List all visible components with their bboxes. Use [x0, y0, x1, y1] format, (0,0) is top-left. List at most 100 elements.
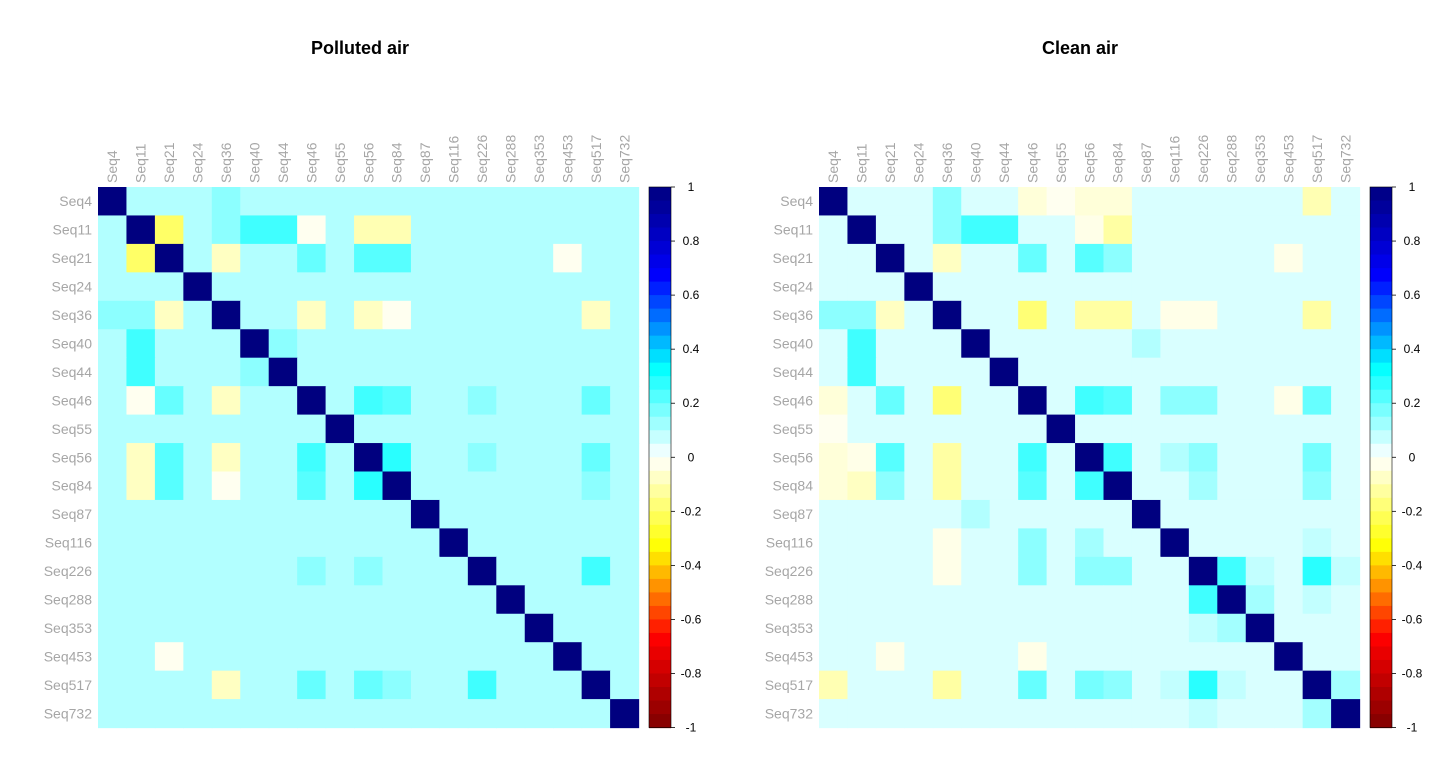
- heatmap-cell: [1103, 613, 1133, 643]
- heatmap-cell: [467, 300, 497, 330]
- heatmap-cell: [1103, 243, 1133, 273]
- heatmap-cell: [211, 670, 241, 700]
- heatmap-cell: [154, 300, 184, 330]
- heatmap-cell: [1046, 642, 1076, 672]
- heatmap-cell: [1131, 329, 1161, 359]
- heatmap-cell: [297, 357, 327, 387]
- colorbar-tick-label: -0.4: [1402, 558, 1423, 572]
- heatmap-cell: [1217, 386, 1247, 416]
- row-label: Seq4: [780, 193, 813, 209]
- heatmap-cell: [268, 329, 298, 359]
- heatmap-cell: [382, 357, 412, 387]
- column-label: Seq56: [360, 142, 376, 183]
- heatmap-cell: [439, 357, 469, 387]
- heatmap-cell: [581, 556, 611, 586]
- colorbar-segment: [649, 200, 671, 215]
- heatmap-cell: [467, 670, 497, 700]
- heatmap-cell: [154, 215, 184, 245]
- heatmap-cell: [1245, 386, 1275, 416]
- column-label: Seq21: [161, 142, 177, 183]
- heatmap-cell: [98, 499, 128, 529]
- heatmap-cell: [1160, 670, 1190, 700]
- heatmap-cell: [240, 414, 270, 444]
- heatmap-cell: [467, 642, 497, 672]
- heatmap-cell: [1160, 585, 1190, 615]
- heatmap-cell: [98, 670, 128, 700]
- heatmap-cell: [325, 471, 355, 501]
- row-label: Seq517: [765, 677, 813, 693]
- heatmap-cell: [1046, 329, 1076, 359]
- heatmap-cell: [553, 443, 583, 473]
- heatmap-cell: [1075, 187, 1105, 217]
- heatmap-cell: [297, 699, 327, 729]
- heatmap-cell: [610, 243, 640, 273]
- heatmap-cell: [610, 670, 640, 700]
- heatmap-cell: [98, 699, 128, 729]
- row-label: Seq21: [773, 250, 814, 266]
- colorbar-segment: [649, 470, 671, 485]
- heatmap-cell: [496, 642, 526, 672]
- heatmap-cell: [610, 528, 640, 558]
- heatmap-cell: [439, 187, 469, 217]
- heatmap-cell: [183, 499, 213, 529]
- heatmap-cell: [1131, 215, 1161, 245]
- heatmap-cell: [524, 386, 554, 416]
- heatmap-cell: [268, 699, 298, 729]
- heatmap-cell: [524, 443, 554, 473]
- heatmap-cell: [819, 386, 849, 416]
- heatmap-cell: [819, 471, 849, 501]
- heatmap-cell: [1188, 585, 1218, 615]
- heatmap-cell: [989, 300, 1019, 330]
- heatmap-cell: [1018, 613, 1048, 643]
- heatmap-panel-1: Clean airSeq4Seq11Seq21Seq24Seq36Seq40Se…: [765, 38, 1423, 735]
- heatmap-cell: [553, 386, 583, 416]
- heatmap-cell: [410, 187, 440, 217]
- heatmap-cell: [581, 329, 611, 359]
- heatmap-cell: [211, 243, 241, 273]
- heatmap-cell: [1245, 414, 1275, 444]
- heatmap-cell: [1217, 670, 1247, 700]
- heatmap-cell: [1075, 443, 1105, 473]
- heatmap-cell: [875, 443, 905, 473]
- heatmap-cell: [1245, 272, 1275, 302]
- column-label: Seq44: [275, 142, 291, 183]
- heatmap-cell: [98, 243, 128, 273]
- heatmap-cell: [467, 585, 497, 615]
- heatmap-cell: [581, 386, 611, 416]
- heatmap-cell: [1046, 300, 1076, 330]
- heatmap-cell: [1302, 300, 1332, 330]
- heatmap-cell: [961, 243, 991, 273]
- heatmap-cell: [524, 528, 554, 558]
- heatmap-cell: [961, 300, 991, 330]
- heatmap-cell: [904, 499, 934, 529]
- colorbar-tick-label: 1: [688, 180, 695, 194]
- heatmap-cell: [410, 613, 440, 643]
- heatmap-cell: [1331, 471, 1361, 501]
- colorbar-segment: [649, 214, 671, 229]
- heatmap-cell: [581, 243, 611, 273]
- heatmap-cell: [875, 670, 905, 700]
- heatmap-cell: [1331, 499, 1361, 529]
- heatmap-cell: [240, 357, 270, 387]
- heatmap-cell: [1160, 443, 1190, 473]
- heatmap-cell: [496, 443, 526, 473]
- heatmap-cell: [126, 243, 156, 273]
- heatmap-cell: [553, 215, 583, 245]
- row-label: Seq11: [53, 222, 93, 238]
- heatmap-cell: [325, 329, 355, 359]
- column-label: Seq116: [446, 136, 462, 183]
- column-label: Seq517: [1309, 135, 1325, 183]
- heatmap-cell: [1245, 243, 1275, 273]
- heatmap-cell: [1046, 699, 1076, 729]
- column-label: Seq40: [246, 142, 262, 183]
- heatmap-cell: [98, 386, 128, 416]
- heatmap-cell: [1046, 443, 1076, 473]
- heatmap-cell: [961, 670, 991, 700]
- heatmap-cell: [439, 329, 469, 359]
- heatmap-cell: [496, 414, 526, 444]
- colorbar-segment: [649, 389, 671, 404]
- heatmap-cell: [496, 243, 526, 273]
- heatmap-cell: [382, 300, 412, 330]
- heatmap-cell: [98, 272, 128, 302]
